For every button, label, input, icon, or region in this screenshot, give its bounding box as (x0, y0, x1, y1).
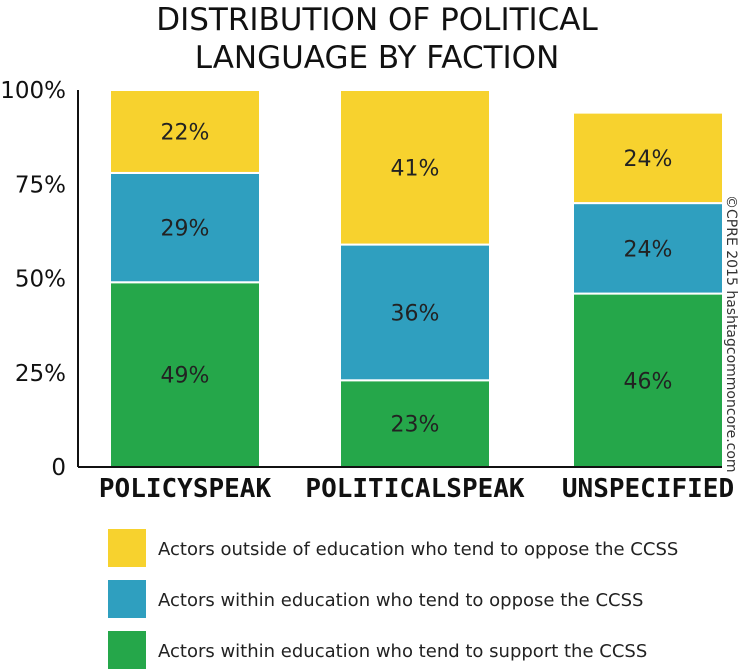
x-axis: POLICYSPEAK POLITICALSPEAK UNSPECIFIED (78, 466, 734, 504)
y-tick-label-2: 50% (15, 267, 66, 293)
credit-text: ©CPRE 2015 hashtagcommoncore.com (723, 195, 739, 473)
data-label-policyspeak-0: 49% (161, 364, 210, 389)
data-label-policyspeak-2: 22% (161, 120, 210, 145)
x-category-label-politicalspeak: POLITICALSPEAK (305, 474, 524, 504)
y-tick-label-4: 100% (0, 78, 66, 104)
bar-segment-unspecified-0 (572, 292, 724, 468)
bar-segment-policyspeak-1 (109, 171, 261, 284)
legend-swatch-2 (108, 631, 146, 669)
legend-item-2: Actors within education who tend to supp… (108, 631, 647, 669)
bar-segment-unspecified-1 (572, 202, 724, 295)
bar-stack-unspecified: 46% 24% 24% (572, 111, 724, 468)
y-tick-label-0: 0 (51, 455, 66, 481)
chart-title-line-1: DISTRIBUTION OF POLITICAL (156, 2, 598, 38)
data-label-politicalspeak-1: 36% (391, 301, 440, 326)
legend: Actors outside of education who tend to … (108, 529, 678, 669)
legend-swatch-0 (108, 529, 146, 567)
data-label-politicalspeak-0: 23% (391, 413, 440, 438)
data-label-politicalspeak-2: 41% (391, 156, 440, 181)
legend-label-0: Actors outside of education who tend to … (158, 539, 678, 560)
bar-segment-politicalspeak-1 (339, 243, 491, 382)
data-label-policyspeak-1: 29% (161, 217, 210, 242)
legend-item-1: Actors within education who tend to oppo… (108, 580, 643, 618)
legend-label-1: Actors within education who tend to oppo… (158, 590, 643, 611)
bar-segment-politicalspeak-2 (339, 89, 491, 246)
data-label-unspecified-0: 46% (624, 369, 673, 394)
y-tick-label-3: 75% (15, 172, 66, 198)
bar-segment-politicalspeak-0 (339, 379, 491, 469)
x-category-label-policyspeak: POLICYSPEAK (99, 474, 272, 504)
legend-swatch-1 (108, 580, 146, 618)
legend-item-0: Actors outside of education who tend to … (108, 529, 678, 567)
chart-title-line-2: LANGUAGE BY FACTION (195, 40, 560, 76)
bar-stack-politicalspeak: 23% 36% 41% (339, 89, 491, 469)
data-label-unspecified-2: 24% (624, 147, 673, 172)
bar-stack-policyspeak: 49% 29% 22% (109, 89, 261, 468)
x-category-label-unspecified: UNSPECIFIED (562, 474, 734, 504)
bar-segment-policyspeak-2 (109, 89, 261, 174)
y-axis: 0 25% 50% 75% 100% (0, 78, 79, 481)
bar-segment-unspecified-2 (572, 111, 724, 205)
data-label-unspecified-1: 24% (624, 237, 673, 262)
legend-label-2: Actors within education who tend to supp… (158, 641, 647, 662)
bars-group: 49% 29% 22% 23% 36% 41% 46% 24% 24% (109, 89, 724, 469)
y-tick-label-1: 25% (15, 361, 66, 387)
